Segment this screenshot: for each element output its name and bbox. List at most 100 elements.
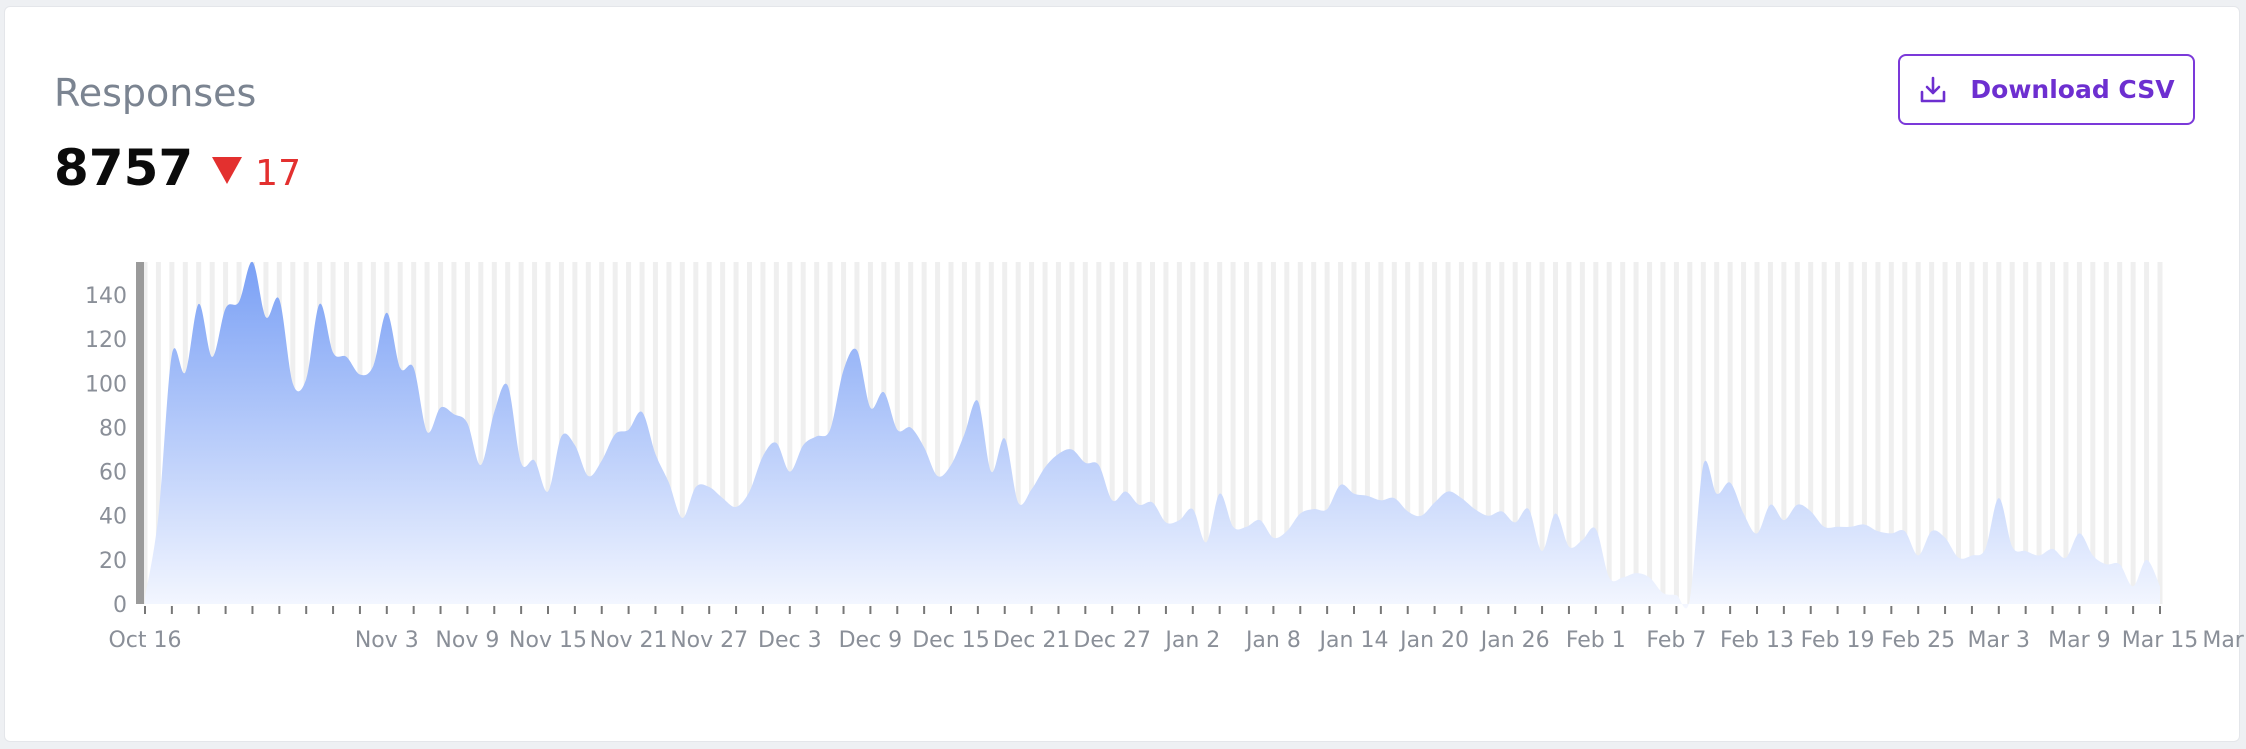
grid-band (1163, 262, 1169, 604)
x-tick-label: Jan 20 (1398, 628, 1469, 653)
x-tick-label: Jan 14 (1318, 628, 1389, 653)
grid-band (1902, 262, 1908, 604)
grid-band (1835, 262, 1841, 604)
y-tick-label: 20 (99, 549, 127, 574)
grid-band (1606, 262, 1612, 604)
x-tick-label: Nov 3 (355, 628, 419, 653)
grid-band (2117, 262, 2123, 604)
grid-band (532, 262, 538, 604)
y-tick-label: 140 (85, 284, 127, 309)
x-tick-label: Feb 1 (1566, 628, 1626, 653)
grid-band (1109, 262, 1115, 604)
grid-band (1553, 262, 1558, 604)
grid-band (747, 262, 752, 604)
grid-band (773, 262, 779, 604)
grid-band (679, 262, 685, 604)
grid-band (1297, 262, 1303, 604)
grid-band (1566, 262, 1572, 604)
grid-band (1929, 262, 1935, 604)
x-tick-label: Dec 15 (912, 628, 990, 653)
download-icon (1921, 76, 1946, 102)
grid-band (652, 262, 658, 604)
grid-band (1767, 262, 1773, 604)
grid-band (1982, 262, 1988, 604)
range-handle (136, 262, 144, 604)
grid-band (1660, 262, 1666, 604)
grid-band (1123, 262, 1129, 604)
grid-band (612, 262, 618, 604)
grid-band (693, 262, 699, 604)
grid-band (1714, 262, 1720, 604)
y-tick-label: 100 (85, 372, 127, 397)
y-tick-label: 40 (99, 505, 127, 530)
grid-band (948, 262, 954, 604)
grid-band (1620, 262, 1626, 604)
grid-band (1351, 262, 1357, 604)
grid-band (706, 262, 712, 604)
x-tick-label: Dec 27 (1073, 628, 1151, 653)
grid-band (666, 262, 672, 604)
grid-band (1445, 262, 1451, 604)
grid-band (1633, 262, 1639, 604)
grid-band (478, 262, 484, 604)
grid-band (733, 262, 739, 604)
grid-band (760, 262, 766, 604)
grid-band (1082, 262, 1088, 604)
grid-band (1781, 262, 1787, 604)
series-area (145, 261, 2160, 609)
grid-band (1069, 262, 1075, 604)
grid-band (1727, 262, 1733, 604)
x-tick-label: Nov 9 (435, 628, 499, 653)
grid-band (988, 262, 994, 604)
grid-band (1472, 262, 1478, 604)
grid-band (1647, 262, 1653, 604)
x-tick-label: Dec 9 (839, 628, 903, 653)
grid-band (1230, 262, 1236, 604)
grid-band (1405, 262, 1411, 604)
grid-band (720, 262, 726, 604)
x-tick-label: Jan 26 (1479, 628, 1550, 653)
grid-band (1888, 262, 1894, 604)
x-tick-label: Jan 2 (1163, 628, 1220, 653)
y-tick-label: 60 (99, 461, 127, 486)
grid-band (545, 262, 551, 604)
grid-band (1808, 262, 1814, 604)
grid-band (1257, 262, 1263, 604)
grid-band (1754, 262, 1760, 604)
grid-band (1942, 262, 1948, 604)
grid-band (1700, 262, 1706, 604)
grid-band (2130, 262, 2136, 604)
grid-band (1741, 262, 1747, 604)
x-tick-label: Mar 9 (2048, 628, 2111, 653)
down-triangle-icon (212, 157, 243, 184)
grid-band (2144, 262, 2150, 604)
download-csv-button[interactable]: Download CSV (1898, 54, 2195, 125)
grid-band (1875, 262, 1881, 604)
grid-band (2023, 262, 2029, 604)
grid-band (1499, 262, 1505, 604)
grid-band (1848, 262, 1854, 604)
grid-band (1284, 262, 1290, 604)
total-responses: 8757 (54, 139, 194, 197)
grid-band (2009, 262, 2015, 604)
grid-band (1593, 262, 1599, 604)
grid-band (518, 262, 524, 604)
grid-band (1015, 262, 1021, 604)
grid-band (2090, 262, 2096, 604)
grid-band (921, 262, 927, 604)
grid-band (1673, 262, 1679, 604)
grid-band (1512, 262, 1518, 604)
grid-band (935, 262, 941, 604)
x-tick-label: Feb 19 (1801, 628, 1875, 653)
grid-band (2103, 262, 2109, 604)
grid-band (558, 262, 564, 604)
grid-band (1458, 262, 1464, 604)
grid-band (1244, 262, 1250, 604)
grid-band (1861, 262, 1867, 604)
grid-band (1378, 262, 1384, 604)
grid-band (1324, 262, 1330, 604)
y-tick-label: 120 (85, 328, 127, 353)
grid-band (1539, 262, 1545, 604)
grid-band (1338, 262, 1344, 604)
